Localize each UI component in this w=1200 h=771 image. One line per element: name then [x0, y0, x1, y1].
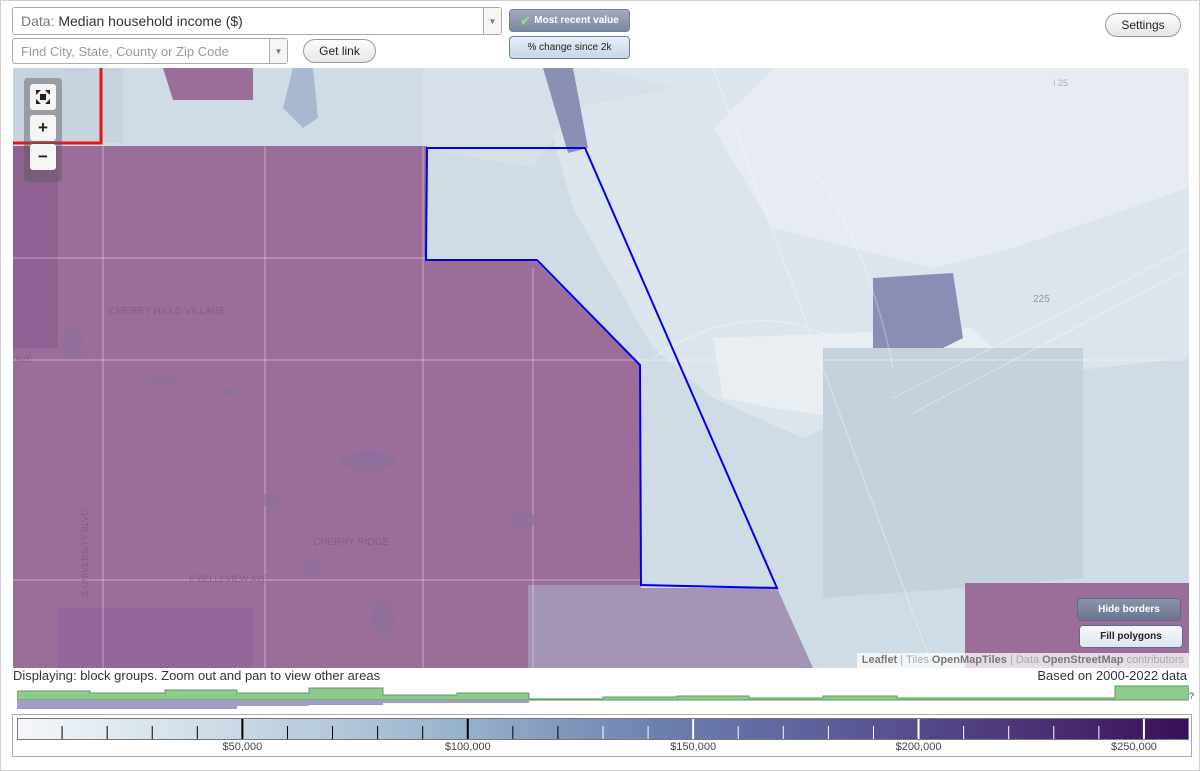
- openmaptiles-link[interactable]: OpenMapTiles: [931, 654, 1007, 666]
- tiles-prefix: | Tiles: [900, 654, 929, 666]
- histogram: [17, 685, 1189, 709]
- search-placeholder: Find City, State, County or Zip Code: [21, 43, 229, 59]
- data-select-label: Data:: [21, 13, 55, 29]
- contributors-text: contributors: [1126, 654, 1184, 666]
- map-label-cherry-ridge: CHERRY RIDGE: [313, 537, 390, 548]
- zoom-controls: + −: [24, 78, 62, 182]
- checkmark-icon: ✔: [520, 13, 531, 28]
- zoom-in-button[interactable]: +: [30, 115, 56, 141]
- hide-borders-button[interactable]: Hide borders: [1077, 598, 1181, 621]
- map-label-225: 225: [1033, 294, 1050, 305]
- openstreetmap-link[interactable]: OpenStreetMap: [1042, 654, 1124, 666]
- most-recent-label: Most recent value: [534, 15, 619, 26]
- chevron-down-icon[interactable]: ▼: [269, 39, 287, 63]
- fill-polygons-button[interactable]: Fill polygons: [1079, 625, 1183, 648]
- data-prefix: | Data: [1009, 654, 1040, 666]
- block-group-mid: [873, 273, 963, 353]
- location-search-input[interactable]: Find City, State, County or Zip Code ▼: [12, 38, 288, 64]
- help-icon[interactable]: ?: [1189, 691, 1195, 701]
- water-features: [63, 327, 541, 636]
- most-recent-value-button[interactable]: ✔ Most recent value: [509, 9, 630, 32]
- road-network: [13, 68, 1189, 668]
- high-income-region: [13, 146, 641, 668]
- map-area[interactable]: CHERRY HILLS VILLAGE CHERRY RIDGE E BELL…: [13, 68, 1189, 668]
- fullscreen-icon[interactable]: [30, 84, 56, 110]
- map-attribution: Leaflet | Tiles OpenMapTiles | Data Open…: [856, 653, 1189, 668]
- pct-change-button[interactable]: % change since 2k: [509, 36, 630, 59]
- get-link-button[interactable]: Get link: [303, 39, 376, 63]
- map-label-cherry-hills-village: CHERRY HILLS VILLAGE: [109, 306, 226, 317]
- selected-border: [424, 147, 779, 590]
- map-label-university: S UNIVERSITY BLVD: [79, 509, 90, 597]
- zoom-out-button[interactable]: −: [30, 144, 56, 170]
- map-label-ave: AVE: [15, 354, 33, 364]
- legend-ticks: [61, 719, 1145, 739]
- histogram-purple: [17, 700, 529, 709]
- histogram-green: [17, 685, 1189, 701]
- displaying-status: Displaying: block groups. Zoom out and p…: [13, 668, 381, 683]
- chevron-down-icon[interactable]: ▼: [483, 8, 501, 34]
- map-label-i25: I 25: [1053, 78, 1069, 88]
- leaflet-link[interactable]: Leaflet: [861, 654, 898, 666]
- color-legend: $50,000 $100,000 $150,000 $200,000 $250,000: [12, 714, 1192, 757]
- data-select-value: Median household income ($): [58, 13, 243, 29]
- based-on-status: Based on 2000-2022 data: [1037, 668, 1187, 683]
- data-select[interactable]: Data: Median household income ($) ▼: [12, 7, 502, 35]
- city-border: [13, 68, 103, 145]
- map-label-belleview: E BELLEVIEW AVE: [189, 574, 268, 584]
- settings-button[interactable]: Settings: [1105, 13, 1181, 37]
